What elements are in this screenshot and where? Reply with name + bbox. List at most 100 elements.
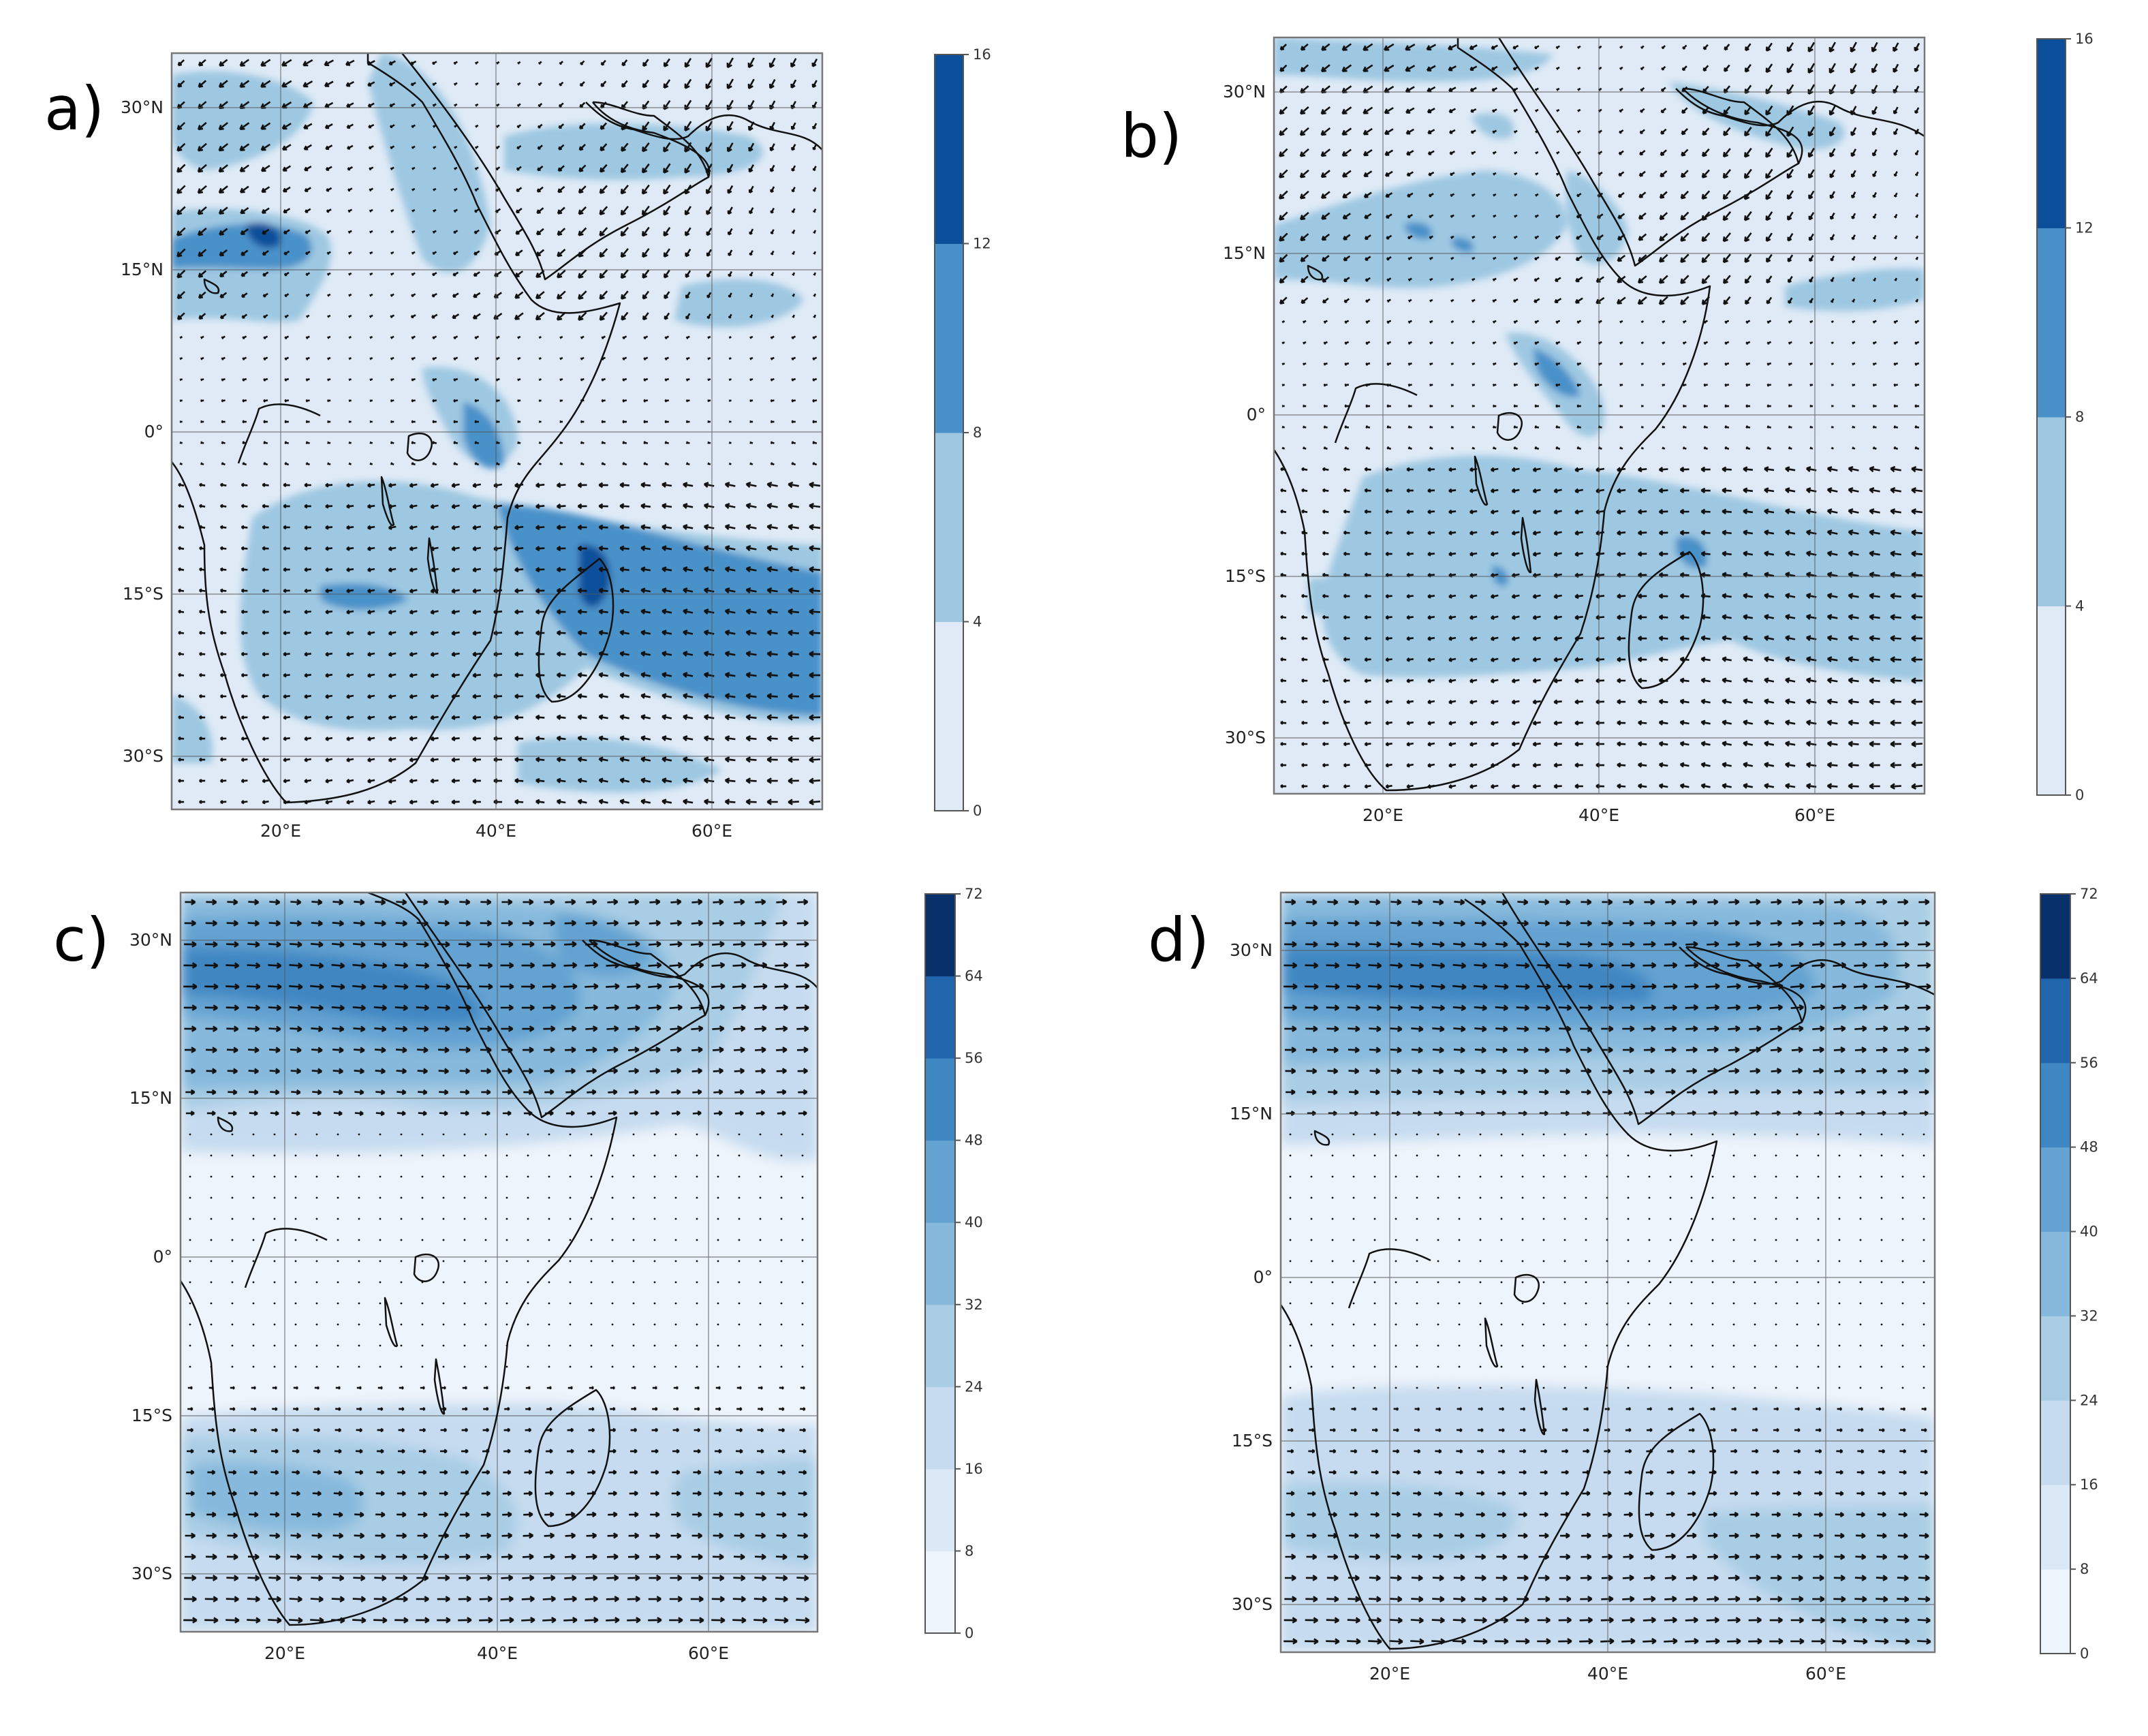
wind-vector — [1305, 1617, 1318, 1624]
wind-vector — [733, 1575, 746, 1581]
wind-vector — [1765, 42, 1773, 52]
wind-vector — [1679, 762, 1690, 768]
wind-vector — [1854, 1025, 1867, 1032]
wind-vector — [514, 756, 524, 762]
wind-vector — [304, 715, 312, 720]
wind-vector — [1893, 320, 1899, 324]
wind-vector — [1601, 1047, 1613, 1053]
wind-vector — [1743, 677, 1754, 683]
wind-vector — [1851, 191, 1856, 199]
wind-vector — [632, 1365, 635, 1368]
wind-vector — [1665, 899, 1677, 905]
wind-vector — [1283, 1638, 1298, 1645]
wind-vector — [249, 1089, 259, 1096]
wind-vector — [294, 1344, 297, 1347]
wind-vector — [1893, 63, 1899, 73]
wind-vector — [775, 1596, 788, 1602]
wind-vector — [262, 609, 269, 615]
wind-vector — [1331, 1260, 1334, 1262]
wind-vector — [219, 800, 227, 805]
wind-vector — [1406, 700, 1414, 704]
wind-vector — [1809, 384, 1814, 387]
wind-vector — [694, 1427, 701, 1433]
wind-vector — [379, 1323, 382, 1326]
wind-vector — [776, 1068, 788, 1074]
wind-vector — [1796, 1323, 1799, 1326]
wind-vector — [1331, 1239, 1334, 1241]
wind-vector — [505, 1196, 508, 1199]
wind-vector — [685, 399, 690, 403]
wind-vector — [453, 399, 458, 403]
wind-vector — [367, 81, 375, 87]
wind-vector — [548, 1365, 550, 1368]
wind-vector — [1709, 1491, 1717, 1496]
wind-vector — [1535, 151, 1539, 155]
wind-vector — [1700, 529, 1711, 536]
wind-vector — [228, 1491, 237, 1497]
wind-vector — [1833, 1004, 1847, 1011]
wind-vector — [1627, 1365, 1630, 1368]
wind-vector — [1623, 1532, 1634, 1539]
wind-vector — [1305, 941, 1318, 948]
wind-vector — [1534, 446, 1540, 450]
wind-vector — [1302, 446, 1307, 450]
wind-vector — [388, 60, 396, 65]
coastline-madagascar-a — [538, 557, 614, 703]
wind-vector — [738, 1302, 741, 1305]
wind-vector — [1808, 169, 1815, 179]
wind-vector — [712, 1025, 725, 1032]
wind-vector — [663, 248, 670, 258]
wind-vector — [416, 1004, 429, 1011]
wind-vector — [505, 1154, 508, 1157]
wind-vector — [495, 124, 500, 128]
wind-vector — [388, 588, 396, 593]
wind-vector — [791, 441, 796, 445]
wind-vector — [1534, 214, 1539, 218]
wind-vector — [189, 1323, 191, 1326]
wind-vector — [724, 672, 736, 679]
wind-vector — [1344, 362, 1350, 366]
wind-vector — [663, 142, 671, 153]
wind-vector — [1923, 1302, 1925, 1305]
wind-vector — [1894, 213, 1898, 219]
wind-vector — [1372, 1407, 1378, 1411]
wind-vector — [1707, 920, 1719, 927]
colorbar-swatch — [2040, 1062, 2070, 1148]
wind-vector — [1914, 107, 1920, 114]
wind-vector — [527, 1323, 529, 1326]
wind-vector — [1574, 593, 1583, 600]
wind-vector — [1681, 127, 1689, 136]
wind-vector — [707, 420, 711, 423]
wind-vector — [1563, 1260, 1566, 1262]
wind-vector — [788, 608, 799, 615]
wind-vector — [1347, 1638, 1361, 1645]
wind-vector — [514, 799, 524, 805]
wind-vector — [619, 608, 629, 615]
wind-vector — [369, 335, 373, 339]
panel-d: d) — [1148, 886, 2098, 1684]
wind-vector — [303, 144, 312, 151]
wind-vector — [542, 962, 557, 969]
wind-vector — [1519, 1448, 1527, 1454]
wind-vector — [683, 630, 694, 636]
lat-tick-label: 30°N — [129, 930, 172, 950]
wind-vector — [346, 503, 354, 509]
wind-vector — [1890, 762, 1901, 769]
wind-vector — [1765, 63, 1773, 74]
wind-vector — [537, 166, 544, 172]
coastline-river-a — [237, 403, 321, 464]
wind-vector — [1301, 762, 1308, 768]
wind-vector — [451, 736, 460, 741]
wind-vector — [766, 651, 778, 657]
wind-vector — [661, 777, 672, 784]
wind-vectors-b — [1278, 42, 1923, 790]
wind-vector — [1744, 63, 1752, 73]
wind-vector — [1743, 635, 1754, 641]
wind-vector — [1786, 42, 1794, 52]
wind-vector — [1711, 1323, 1714, 1326]
wind-vector — [1302, 425, 1307, 429]
wind-vector — [1858, 1407, 1864, 1411]
wind-vector — [1743, 487, 1754, 494]
wind-vector — [1664, 1617, 1677, 1624]
band-24-d — [1700, 1506, 1935, 1652]
